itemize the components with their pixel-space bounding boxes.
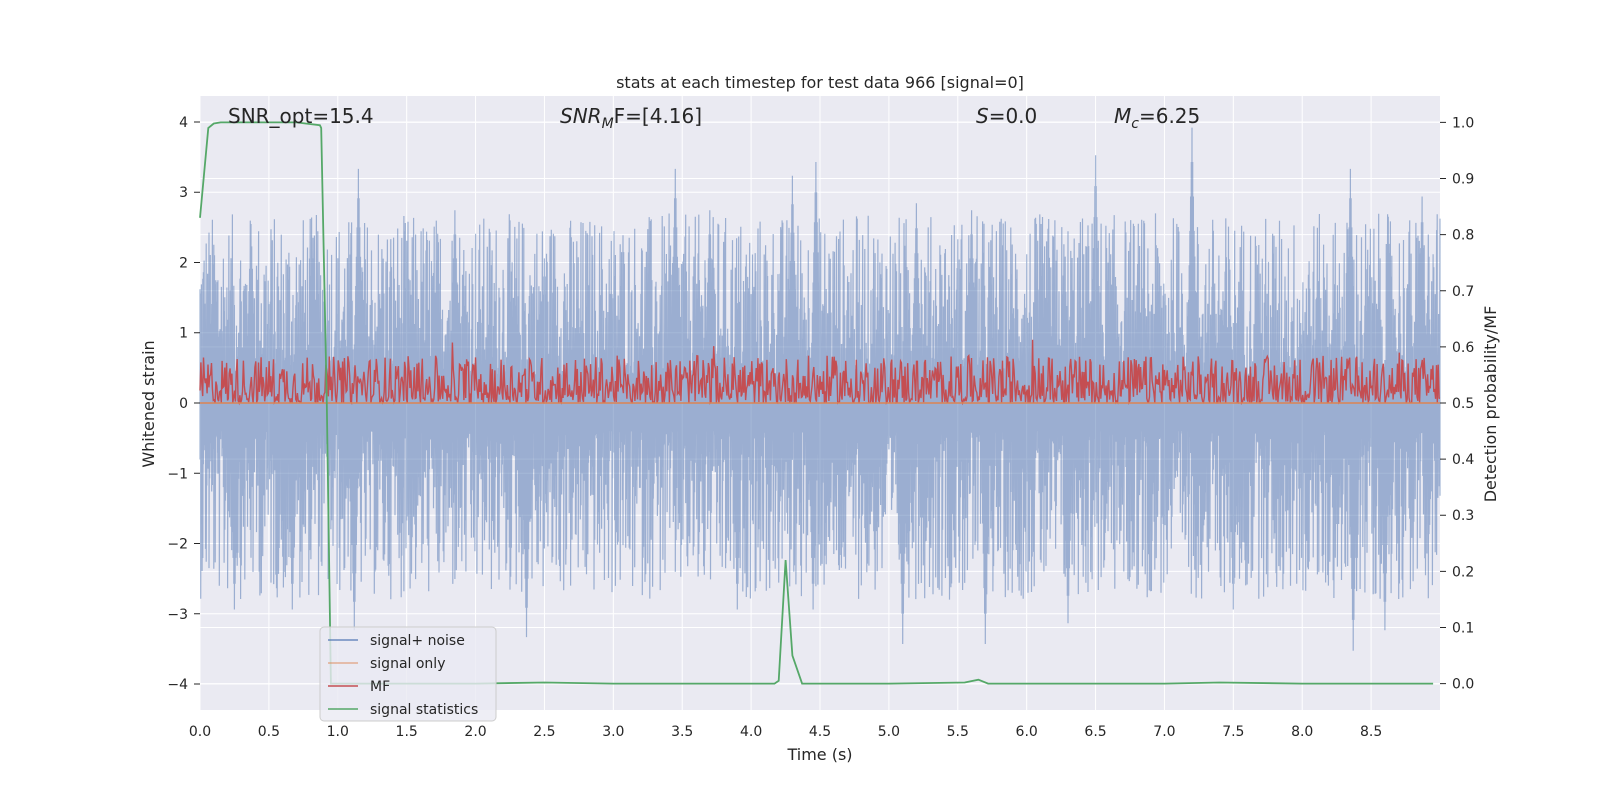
x-tick-label: 7.0 (1153, 724, 1175, 740)
series-mf (199, 339, 1441, 406)
legend: signal+ noise signal only MF signal stat… (319, 626, 497, 722)
x-tick-label: 1.5 (396, 724, 418, 740)
x-tick-label: 0.5 (258, 724, 280, 740)
y-axis-left-ticks: −4 −3 −2 −1 0 1 2 3 4 (167, 115, 200, 693)
annotation-snr-mf-sub: M (602, 116, 614, 132)
x-tick-label: 8.5 (1360, 724, 1382, 740)
signal-plus-noise-line (199, 127, 1441, 651)
y-left-tick-label: −3 (167, 607, 188, 623)
y-left-tick-label: 2 (179, 255, 188, 271)
annotation-snr-mf-main: SNR (560, 104, 602, 128)
x-tick-label: 6.0 (1016, 724, 1038, 740)
x-tick-label: 8.0 (1291, 724, 1313, 740)
legend-label-signal-only: signal only (370, 656, 445, 672)
annotation-mc: Mc=6.25 (1114, 104, 1200, 132)
y-right-tick-label: 0.4 (1452, 452, 1474, 468)
annotation-snr-mf: SNRMF=[4.16] (560, 104, 702, 132)
x-tick-label: 5.5 (947, 724, 969, 740)
y-right-tick-label: 0.9 (1452, 172, 1474, 188)
annotation-s-main: S (976, 104, 989, 128)
y-left-tick-label: 1 (179, 326, 188, 342)
x-tick-label: 0.0 (189, 724, 211, 740)
y-axis-right-label: Detection probability/MF (1481, 306, 1500, 503)
legend-label-signal-plus-noise: signal+ noise (370, 633, 465, 649)
x-tick-label: 7.5 (1222, 724, 1244, 740)
x-axis-ticks: 0.0 0.5 1.0 1.5 2.0 2.5 3.0 3.5 4.0 4.5 5.0 5.5 6.0 6… (189, 724, 1382, 740)
annotation-s-rest: =0.0 (989, 104, 1038, 128)
y-right-tick-label: 0.7 (1452, 284, 1474, 300)
signal-statistics-line (199, 121, 1434, 685)
x-tick-label: 3.0 (602, 724, 624, 740)
y-left-tick-label: 3 (179, 185, 188, 201)
y-right-tick-label: 0.8 (1452, 228, 1474, 244)
annotation-s: S=0.0 (976, 104, 1037, 128)
y-right-tick-label: 1.0 (1452, 115, 1474, 131)
x-axis-label: Time (s) (786, 745, 852, 764)
y-left-tick-label: −1 (167, 466, 188, 482)
y-left-tick-label: 4 (179, 115, 188, 131)
y-left-tick-label: −2 (167, 537, 188, 553)
y-right-tick-label: 0.1 (1452, 620, 1474, 636)
y-axis-right-ticks: 0.0 0.1 0.2 0.3 0.4 0.5 0.6 0.7 0.8 0.9 1.0 (1440, 115, 1474, 693)
mf-line (199, 339, 1441, 406)
x-tick-label: 2.0 (464, 724, 486, 740)
x-tick-label: 4.0 (740, 724, 762, 740)
annotation-mc-rest: =6.25 (1139, 104, 1200, 128)
annotation-snr-opt: SNR_opt=15.4 (228, 104, 374, 128)
x-tick-label: 3.5 (671, 724, 693, 740)
chart-title: stats at each timestep for test data 966… (616, 73, 1024, 92)
annotation-mc-sub: c (1131, 116, 1139, 132)
y-left-tick-label: −4 (167, 677, 188, 693)
y-right-tick-label: 0.5 (1452, 396, 1474, 412)
legend-label-mf: MF (370, 679, 390, 695)
y-right-tick-label: 0.6 (1452, 340, 1474, 356)
annotation-snr-mf-rest: F=[4.16] (614, 104, 702, 128)
annotation-mc-main: M (1114, 104, 1131, 128)
series-signal-plus-noise (199, 127, 1441, 651)
x-tick-label: 5.0 (878, 724, 900, 740)
y-right-tick-label: 0.3 (1452, 508, 1474, 524)
y-right-tick-label: 0.2 (1452, 564, 1474, 580)
legend-label-signal-statistics: signal statistics (370, 702, 478, 718)
y-right-tick-label: 0.0 (1452, 677, 1474, 693)
legend-box (319, 626, 497, 722)
x-tick-label: 2.5 (533, 724, 555, 740)
x-tick-label: 4.5 (809, 724, 831, 740)
y-left-tick-label: 0 (179, 396, 188, 412)
x-tick-label: 1.0 (327, 724, 349, 740)
series-signal-statistics (199, 121, 1434, 685)
y-axis-left-label: Whitened strain (139, 340, 158, 467)
x-tick-label: 6.5 (1084, 724, 1106, 740)
